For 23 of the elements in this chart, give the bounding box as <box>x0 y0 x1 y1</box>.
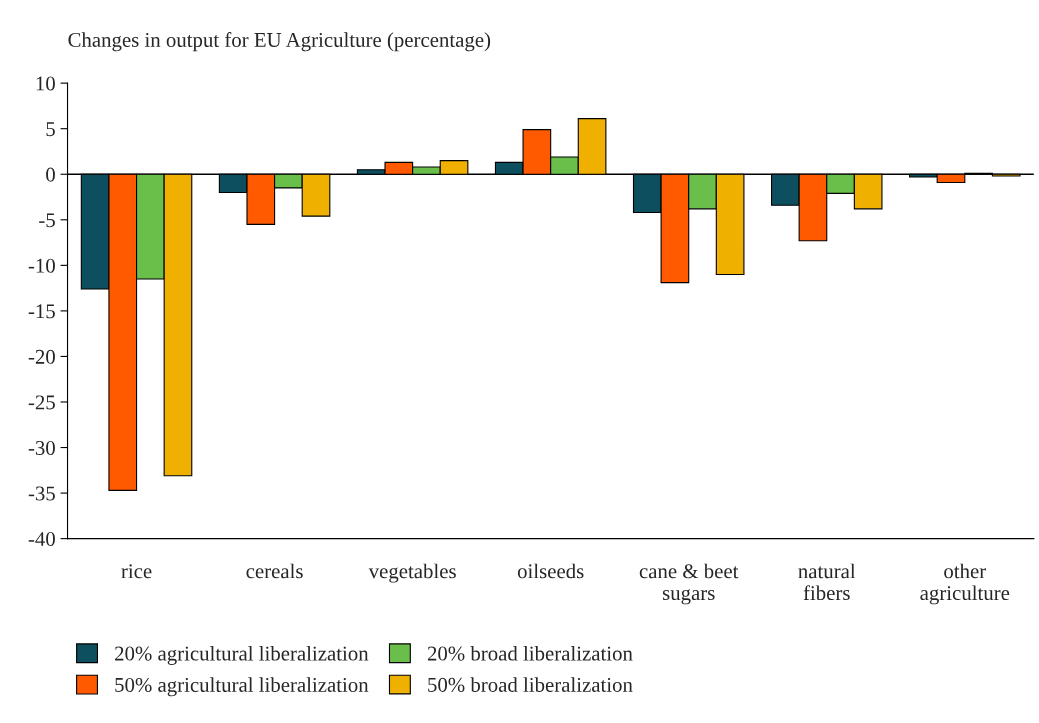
legend-label: 20% agricultural liberalization <box>115 645 369 665</box>
x-tick-label: vegetables <box>368 563 456 583</box>
x-tick-label: cane & beet sugars <box>639 563 739 605</box>
x-tick-label: other agriculture <box>920 563 1010 605</box>
y-tick-label: -35 <box>28 486 55 501</box>
y-tick-label: -5 <box>39 213 55 228</box>
y-tick-label: -40 <box>28 532 55 547</box>
chart-title: Changes in output for EU Agriculture (percentage) <box>68 32 491 52</box>
x-tick-label: natural fibers <box>798 563 856 601</box>
y-tick-label: -15 <box>28 304 55 319</box>
y-tick-label: 0 <box>46 167 55 182</box>
x-tick-label: cereals <box>246 563 303 579</box>
y-tick-label: -30 <box>28 440 55 455</box>
y-tick-label: -25 <box>28 395 55 410</box>
legend-label: 50% broad liberalization <box>428 677 633 692</box>
y-tick-label: -10 <box>28 258 55 273</box>
y-tick-label: -20 <box>28 349 55 364</box>
x-tick-label: oilseeds <box>517 563 584 579</box>
y-tick-label: 10 <box>36 76 55 91</box>
legend-label: 20% broad liberalization <box>427 645 633 661</box>
y-tick-label: 5 <box>46 122 55 137</box>
legend-label: 50% agricultural liberalization <box>115 677 369 697</box>
x-tick-label: rice <box>121 564 152 579</box>
